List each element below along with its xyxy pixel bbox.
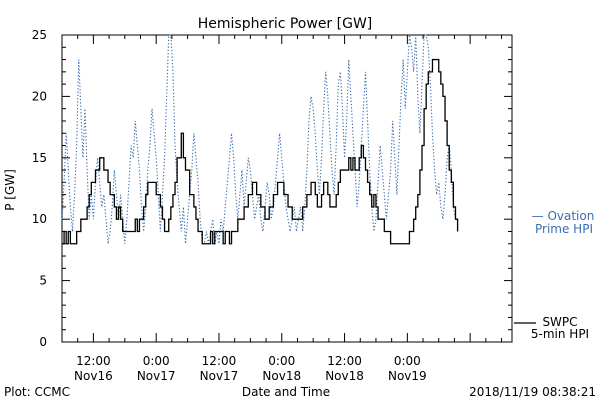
x-tick-label-time: 0:00 [394,354,421,368]
y-tick-label: 25 [32,28,47,42]
footer-plot-credit: Plot: CCMC [4,385,70,399]
x-tick-label-date: Nov18 [262,369,301,383]
x-tick-label-date: Nov16 [74,369,113,383]
x-tick-label-time: 12:00 [76,354,111,368]
x-tick-label-date: Nov18 [325,369,364,383]
legend-swpc-line2: 5-min HPI [531,327,589,341]
x-tick-label-time: 12:00 [202,354,237,368]
y-tick-label: 5 [39,274,47,288]
plot-area: 051015202512:00Nov160:00Nov1712:00Nov170… [32,28,536,383]
series-swpc-hpi-line [62,58,459,245]
chart-title: Hemispheric Power [GW] [198,16,373,32]
x-tick-label-date: Nov17 [137,369,176,383]
x-tick-label-date: Nov17 [200,369,239,383]
y-tick-label: 10 [32,212,47,226]
legend-swpc-line1: SWPC [542,315,577,329]
y-tick-label: 15 [32,151,47,165]
legend-ovation-line1: — Ovation [532,209,595,223]
plot-frame [61,34,513,343]
legend-ovation-line2: Prime HPI [535,222,593,236]
footer-timestamp: 2018/11/19 08:38:21 [469,385,596,399]
y-axis-label: P [GW] [3,169,17,211]
x-tick-label-time: 12:00 [327,354,362,368]
x-tick-label-date: Nov19 [388,369,427,383]
x-tick-label-time: 0:00 [268,354,295,368]
x-tick-label-time: 0:00 [143,354,170,368]
y-tick-label: 20 [32,89,47,103]
y-tick-label: 0 [39,335,47,349]
footer-date-time: Date and Time [242,385,330,399]
